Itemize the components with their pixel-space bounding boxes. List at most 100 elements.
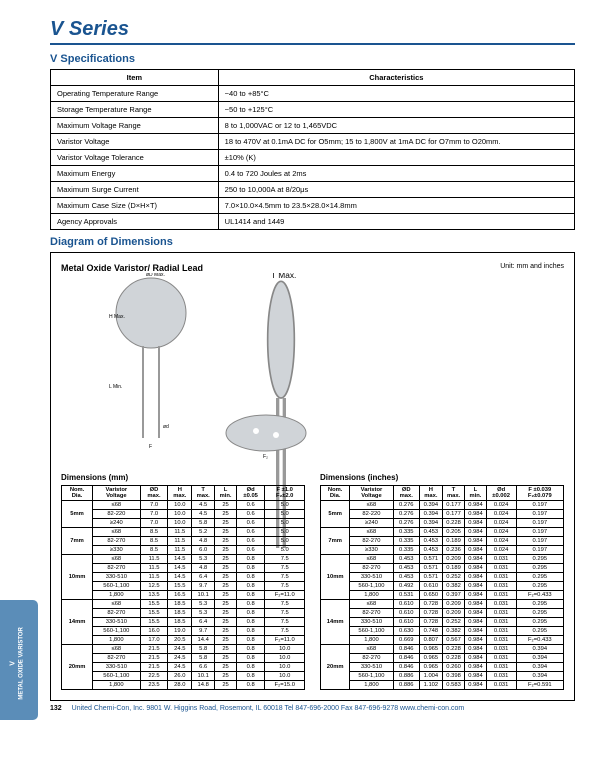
diagram-title: Metal Oxide Varistor/ Radial Lead bbox=[61, 263, 203, 273]
dim-cell: 10.0 bbox=[168, 519, 192, 528]
dim-cell: 0.984 bbox=[465, 681, 486, 690]
dim-cell: 0.295 bbox=[516, 618, 563, 627]
dim-cell: 0.965 bbox=[419, 663, 442, 672]
spec-char: 7.0×10.0×4.5mm to 23.5×28.0×14.8mm bbox=[218, 198, 574, 214]
dim-cell: 0.252 bbox=[442, 573, 464, 582]
dim-cell: 0.728 bbox=[419, 600, 442, 609]
dim-cell: 0.965 bbox=[419, 654, 442, 663]
dim-header: L min. bbox=[465, 486, 486, 501]
dim-cell: 0.209 bbox=[442, 555, 464, 564]
side-tab-line1: V bbox=[10, 661, 17, 666]
dim-cell: 0.984 bbox=[465, 564, 486, 573]
dim-cell: 0.571 bbox=[419, 573, 442, 582]
dim-cell: 0.984 bbox=[465, 546, 486, 555]
dim-cell: 0.335 bbox=[393, 537, 419, 546]
dim-cell: 11.5 bbox=[140, 555, 168, 564]
dim-cell: 0.397 bbox=[442, 591, 464, 600]
dim-cell: 0.197 bbox=[516, 528, 563, 537]
spec-item: Maximum Surge Current bbox=[51, 182, 219, 198]
dim-cell: 7.5 bbox=[265, 582, 305, 591]
dim-cell: 4.8 bbox=[192, 537, 215, 546]
dim-cell: 10.0 bbox=[265, 663, 305, 672]
dim-cell: 20.5 bbox=[168, 636, 192, 645]
dim-cell: 0.295 bbox=[516, 564, 563, 573]
dim-header: Ød ±0.002 bbox=[486, 486, 516, 501]
diagram-box: Metal Oxide Varistor/ Radial Lead Unit: … bbox=[50, 252, 575, 701]
dim-cell: 0.394 bbox=[516, 654, 563, 663]
dim-cell: 10.0 bbox=[168, 510, 192, 519]
dim-cell: 0.846 bbox=[393, 663, 419, 672]
dim-cell: 0.984 bbox=[465, 555, 486, 564]
dim-cell: ≥330 bbox=[350, 546, 393, 555]
dim-cell: 15.5 bbox=[168, 582, 192, 591]
dim-cell: 9.7 bbox=[192, 627, 215, 636]
dim-cell: 0.610 bbox=[393, 600, 419, 609]
dim-cell: 24.5 bbox=[168, 645, 192, 654]
spec-char: 250 to 10,000A at 8/20μs bbox=[218, 182, 574, 198]
dim-cell: 25 bbox=[215, 510, 237, 519]
dim-cell: 0.228 bbox=[442, 645, 464, 654]
dim-cell: F₂=11.0 bbox=[265, 636, 305, 645]
dim-cell: 25 bbox=[215, 627, 237, 636]
dim-cell: 0.177 bbox=[442, 501, 464, 510]
dim-cell: 25 bbox=[215, 618, 237, 627]
dim-cell: 17.0 bbox=[140, 636, 168, 645]
dim-cell: 0.031 bbox=[486, 672, 516, 681]
dim-cell: 1.102 bbox=[419, 681, 442, 690]
dim-cell: 0.6 bbox=[236, 528, 265, 537]
dim-cell: 15.5 bbox=[140, 618, 168, 627]
dim-cell: 5.0 bbox=[265, 519, 305, 528]
dim-cell: 0.335 bbox=[393, 546, 419, 555]
dim-cell: 0.610 bbox=[419, 582, 442, 591]
dim-cell: 25 bbox=[215, 672, 237, 681]
dim-cell: 4.5 bbox=[192, 501, 215, 510]
dim-cell: 6.4 bbox=[192, 573, 215, 582]
dim-cell: 0.8 bbox=[236, 582, 265, 591]
dim-cell: 13.5 bbox=[140, 591, 168, 600]
dim-dia: 10mm bbox=[321, 555, 350, 600]
dim-cell: ≤68 bbox=[350, 645, 393, 654]
dim-cell: 0.8 bbox=[236, 654, 265, 663]
dim-cell: 6.4 bbox=[192, 618, 215, 627]
dim-cell: 330-510 bbox=[350, 663, 393, 672]
dim-cell: 0.209 bbox=[442, 600, 464, 609]
dim-cell: 7.5 bbox=[265, 600, 305, 609]
dim-cell: 10.1 bbox=[192, 591, 215, 600]
dim-dia: 7mm bbox=[62, 528, 93, 555]
dim-cell: 82-270 bbox=[93, 609, 140, 618]
dim-cell: ≥330 bbox=[93, 546, 140, 555]
dim-cell: 0.531 bbox=[393, 591, 419, 600]
spec-char: −40 to +85°C bbox=[218, 86, 574, 102]
dim-cell: 14.4 bbox=[192, 636, 215, 645]
dim-cell: 7.5 bbox=[265, 627, 305, 636]
dim-cell: 10.0 bbox=[168, 501, 192, 510]
dim-cell: 4.8 bbox=[192, 564, 215, 573]
dim-cell: 8.5 bbox=[140, 537, 168, 546]
dim-cell: 0.453 bbox=[393, 564, 419, 573]
dim-cell: 7.5 bbox=[265, 564, 305, 573]
svg-text:H Max.: H Max. bbox=[109, 314, 125, 320]
dim-cell: 0.031 bbox=[486, 663, 516, 672]
dim-cell: 560-1,100 bbox=[350, 672, 393, 681]
dim-dia: 10mm bbox=[62, 555, 93, 600]
spec-header-char: Characteristics bbox=[218, 70, 574, 86]
dim-mm-table: Nom. Dia.Varistor VoltageØD max.H max.T … bbox=[61, 485, 305, 690]
dim-cell: 330-510 bbox=[350, 573, 393, 582]
dim-cell: 7.5 bbox=[265, 573, 305, 582]
svg-text:F: F bbox=[149, 444, 152, 450]
dim-cell: 0.024 bbox=[486, 546, 516, 555]
dim-cell: 0.748 bbox=[419, 627, 442, 636]
varistor-pad-icon: F₂ bbox=[221, 403, 311, 463]
dim-cell: ≤68 bbox=[93, 501, 140, 510]
dim-header: H max. bbox=[168, 486, 192, 501]
dim-cell: 0.6 bbox=[236, 510, 265, 519]
dim-cell: F₂=11.0 bbox=[265, 591, 305, 600]
dim-cell: 23.5 bbox=[140, 681, 168, 690]
footer-text: United Chemi-Con, Inc. 9801 W. Higgins R… bbox=[72, 705, 465, 712]
dim-cell: ≤68 bbox=[93, 645, 140, 654]
dim-cell: 0.260 bbox=[442, 663, 464, 672]
dim-cell: 5.3 bbox=[192, 555, 215, 564]
dim-cell: 25 bbox=[215, 636, 237, 645]
dim-header: F ±0.039 F₂±0.079 bbox=[516, 486, 563, 501]
dim-cell: 7.0 bbox=[140, 510, 168, 519]
